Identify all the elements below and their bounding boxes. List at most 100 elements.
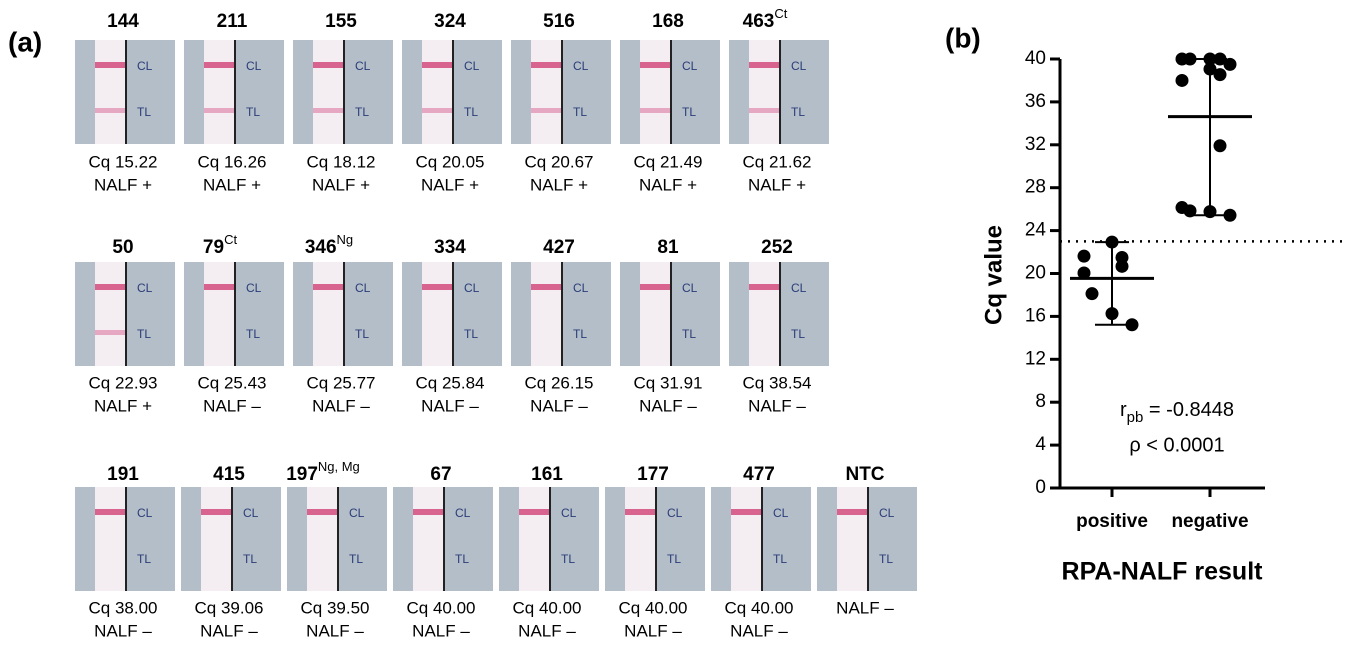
sample-id: 177 xyxy=(637,464,669,485)
data-point xyxy=(1116,251,1129,264)
test-label: TL xyxy=(573,327,587,341)
control-label: CL xyxy=(879,506,895,520)
control-label: CL xyxy=(667,506,683,520)
test-label: TL xyxy=(573,105,587,119)
sample-superscript: Ng xyxy=(337,232,354,247)
test-label: TL xyxy=(682,105,696,119)
test-band xyxy=(95,330,125,335)
sample-id: 427 xyxy=(543,237,575,258)
sample-id: 67 xyxy=(430,464,451,485)
control-label: CL xyxy=(791,59,807,73)
test-label: TL xyxy=(455,552,469,566)
data-point xyxy=(1176,74,1189,87)
sample-id: 161 xyxy=(531,464,563,485)
nalf-result: NALF – xyxy=(203,396,261,415)
cq-value: Cq 18.12 xyxy=(307,152,376,171)
cq-value: Cq 31.91 xyxy=(634,373,703,392)
y-tick-label: 24 xyxy=(1025,220,1047,241)
strip xyxy=(640,40,670,144)
test-band xyxy=(531,108,561,113)
strip xyxy=(95,487,125,591)
strip xyxy=(422,40,452,144)
control-band xyxy=(422,284,452,290)
sample-id: 252 xyxy=(761,237,793,258)
cq-value: Cq 15.22 xyxy=(89,152,158,171)
control-band xyxy=(422,62,452,68)
data-point xyxy=(1086,287,1099,300)
control-label: CL xyxy=(464,59,480,73)
test-band xyxy=(204,108,234,113)
annotation: pb xyxy=(1127,409,1144,426)
test-label: TL xyxy=(773,552,787,566)
test-label: TL xyxy=(246,105,260,119)
cq-value: Cq 21.62 xyxy=(743,152,812,171)
control-band xyxy=(519,509,549,515)
y-tick-label: 40 xyxy=(1025,48,1046,69)
strip xyxy=(204,262,234,366)
sample-id: 161 xyxy=(531,464,563,485)
data-point xyxy=(1176,201,1189,214)
sample-id: 191 xyxy=(107,464,139,485)
sample-id: 144 xyxy=(107,11,139,32)
sample-id: 477 xyxy=(743,464,775,485)
control-label: CL xyxy=(455,506,471,520)
control-band xyxy=(204,284,234,290)
cq-value: Cq 22.93 xyxy=(89,373,158,392)
nalf-result: NALF + xyxy=(312,175,370,194)
data-point xyxy=(1204,205,1217,218)
nalf-result: NALF + xyxy=(94,396,152,415)
sample-id: 415 xyxy=(213,464,245,485)
sample-id: 50 xyxy=(112,237,133,258)
sample-id: 211 xyxy=(217,11,248,32)
cq-value: Cq 21.49 xyxy=(634,152,703,171)
control-label: CL xyxy=(682,59,698,73)
sample-id: 81 xyxy=(657,237,679,258)
cq-value: Cq 20.67 xyxy=(525,152,594,171)
cq-value: Cq 40.00 xyxy=(619,598,688,617)
nalf-result: NALF + xyxy=(639,175,697,194)
sample-id: 252 xyxy=(761,237,793,258)
sample-id: 334 xyxy=(434,237,466,258)
test-label: TL xyxy=(791,327,805,341)
test-label: TL xyxy=(355,327,369,341)
nalf-result: NALF – xyxy=(306,621,364,640)
cq-value: Cq 39.06 xyxy=(195,598,264,617)
strip xyxy=(422,262,452,366)
nalf-result: NALF – xyxy=(518,621,576,640)
strip xyxy=(307,487,337,591)
sample-id: 50 xyxy=(112,237,133,258)
sample-id: 346Ng xyxy=(305,232,353,258)
control-label: CL xyxy=(773,506,789,520)
sample-id: 168 xyxy=(652,11,684,32)
sample-id: 67 xyxy=(430,464,451,485)
nalf-result: NALF – xyxy=(730,621,788,640)
test-label: TL xyxy=(246,327,260,341)
nalf-result: NALF – xyxy=(624,621,682,640)
cq-value: Cq 38.00 xyxy=(89,598,158,617)
test-band xyxy=(422,108,452,113)
cq-value: Cq 38.54 xyxy=(743,373,812,392)
test-label: TL xyxy=(682,327,696,341)
strip xyxy=(837,487,867,591)
sample-id: 177 xyxy=(637,464,669,485)
data-point xyxy=(1214,139,1227,152)
panel-label: (b) xyxy=(945,22,981,53)
strip xyxy=(201,487,231,591)
nalf-result: NALF + xyxy=(748,175,806,194)
annotation: ρ < 0.0001 xyxy=(1129,434,1224,456)
control-label: CL xyxy=(137,281,153,295)
x-tick-label: negative xyxy=(1171,511,1248,532)
nalf-result: NALF – xyxy=(748,396,806,415)
test-label: TL xyxy=(561,552,575,566)
strip xyxy=(625,487,655,591)
control-band xyxy=(95,509,125,515)
annotation: = -0.8448 xyxy=(1143,399,1234,421)
y-tick-label: 0 xyxy=(1035,477,1046,498)
control-band xyxy=(307,509,337,515)
control-band xyxy=(749,284,779,290)
test-label: TL xyxy=(137,327,151,341)
sample-id: 334 xyxy=(434,237,466,258)
control-label: CL xyxy=(561,506,577,520)
control-band xyxy=(204,62,234,68)
sample-id: 155 xyxy=(325,11,357,32)
